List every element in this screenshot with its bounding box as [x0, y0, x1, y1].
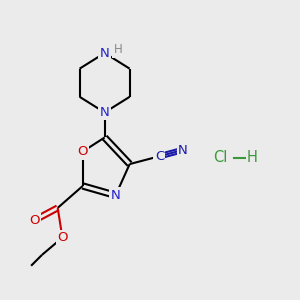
Text: O: O	[77, 145, 88, 158]
Text: O: O	[29, 214, 40, 227]
Text: H: H	[247, 150, 258, 165]
Text: H: H	[113, 44, 122, 56]
Text: N: N	[100, 106, 110, 119]
Text: O: O	[57, 231, 68, 244]
Text: N: N	[111, 189, 121, 202]
Text: C: C	[155, 150, 164, 163]
Text: Cl: Cl	[213, 150, 228, 165]
Text: N: N	[178, 143, 188, 157]
Text: N: N	[100, 46, 110, 59]
